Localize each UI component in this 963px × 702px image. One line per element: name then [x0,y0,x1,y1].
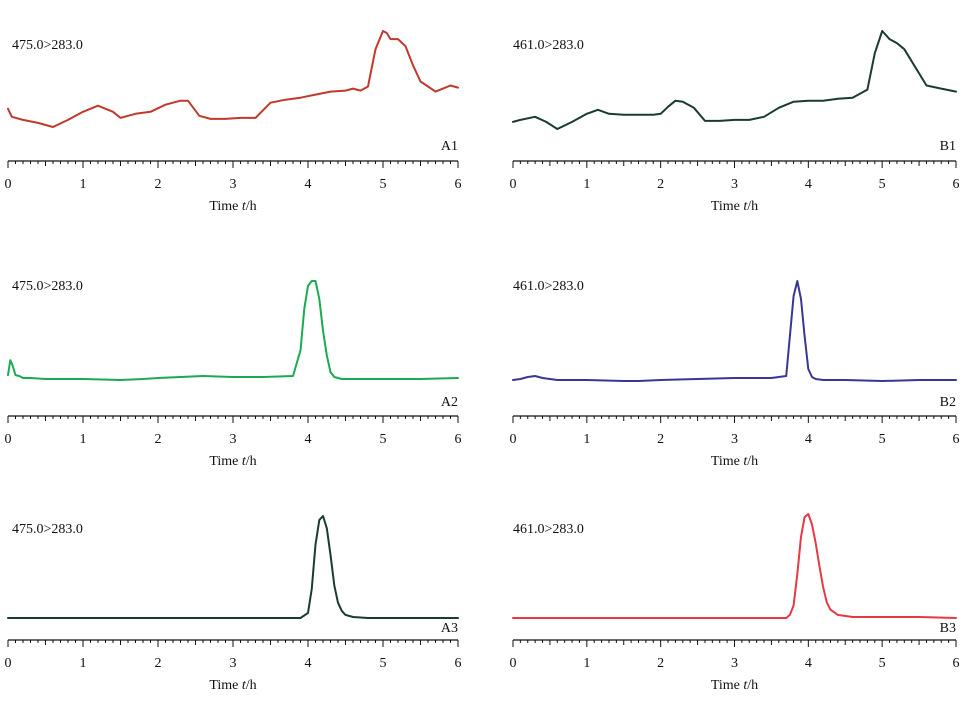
tick-label-a1: 1 [80,177,87,192]
tick-label-b2: 5 [879,432,886,447]
tick-label-b1: 1 [583,177,590,192]
tick-label-a1: 4 [305,177,312,192]
tick-label-b3: 1 [583,656,590,671]
tick-label-b1: 2 [657,177,664,192]
tick-label-a3: 2 [155,656,162,671]
tick-label-b1: 3 [731,177,738,192]
x-axis-label-a1: Time t/h [209,199,256,214]
tick-label-b2: 6 [953,432,960,447]
tick-label-a2: 5 [380,432,387,447]
trace-a2 [7,280,459,381]
trace-b2 [512,280,957,382]
panel-label-a1: A1 [441,139,458,154]
panel-label-b2: B2 [940,395,956,410]
tick-label-b3: 5 [879,656,886,671]
tick-label-a1: 0 [5,177,12,192]
panel-label-b1: B1 [940,139,956,154]
x-axis-label-a2: Time t/h [209,454,256,469]
mrm-label-a2: 475.0>283.0 [12,279,83,294]
mrm-label-b2: 461.0>283.0 [513,279,584,294]
tick-label-b3: 2 [657,656,664,671]
trace-a1 [7,30,459,128]
tick-label-b2: 4 [805,432,812,447]
panel-label-a3: A3 [441,621,458,636]
tick-label-a2: 1 [80,432,87,447]
tick-label-a3: 0 [5,656,12,671]
tick-label-a1: 2 [155,177,162,192]
tick-label-a2: 6 [455,432,462,447]
x-axis-label-b3: Time t/h [711,678,758,693]
panel-label-a2: A2 [441,395,458,410]
tick-label-a1: 3 [230,177,237,192]
x-axis-label-b2: Time t/h [711,454,758,469]
mrm-label-b3: 461.0>283.0 [513,522,584,537]
tick-label-b2: 3 [731,432,738,447]
panel-label-b3: B3 [940,621,956,636]
mrm-label-a1: 475.0>283.0 [12,38,83,53]
mrm-label-b1: 461.0>283.0 [513,38,584,53]
tick-label-a1: 5 [380,177,387,192]
mrm-label-a3: 475.0>283.0 [12,522,83,537]
tick-label-b3: 0 [510,656,517,671]
tick-label-b3: 4 [805,656,812,671]
tick-label-b3: 3 [731,656,738,671]
tick-label-a3: 5 [380,656,387,671]
tick-label-a3: 6 [455,656,462,671]
tick-label-a2: 2 [155,432,162,447]
trace-a3 [7,515,459,619]
tick-label-a3: 3 [230,656,237,671]
x-axis-label-a3: Time t/h [209,678,256,693]
trace-b3 [512,513,957,619]
tick-label-a2: 4 [305,432,312,447]
tick-label-b3: 6 [953,656,960,671]
tick-label-b1: 5 [879,177,886,192]
x-axis-label-b1: Time t/h [711,199,758,214]
tick-label-a2: 3 [230,432,237,447]
tick-label-a3: 1 [80,656,87,671]
tick-label-a3: 4 [305,656,312,671]
tick-label-a1: 6 [455,177,462,192]
trace-b1 [512,30,957,130]
tick-label-a2: 0 [5,432,12,447]
tick-label-b2: 2 [657,432,664,447]
tick-label-b2: 0 [510,432,517,447]
tick-label-b1: 6 [953,177,960,192]
tick-label-b1: 4 [805,177,812,192]
tick-label-b1: 0 [510,177,517,192]
tick-label-b2: 1 [583,432,590,447]
